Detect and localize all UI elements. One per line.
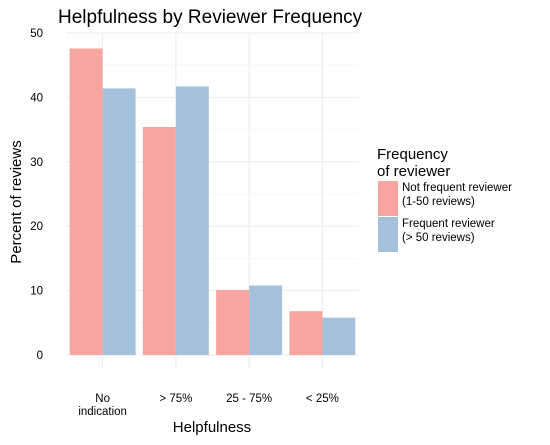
- x-tick-label: 25 - 75%: [226, 393, 272, 405]
- y-tick-label: 0: [37, 350, 43, 362]
- y-tick-label: 50: [30, 28, 43, 40]
- x-tick-label: < 25%: [306, 393, 339, 405]
- y-tick-label: 30: [30, 157, 43, 169]
- x-axis: No indication > 75% 25 - 75% < 25%: [78, 393, 339, 418]
- x-tick-label: > 75%: [159, 393, 192, 405]
- y-axis: 0 10 20 30 40 50: [30, 28, 43, 362]
- bar-frequent-1: [175, 86, 209, 356]
- bars: [69, 48, 356, 356]
- y-tick-label: 20: [30, 221, 43, 233]
- y-tick-label: 10: [30, 286, 43, 298]
- legend-swatch: [378, 217, 398, 252]
- bar-not-frequent-2: [216, 289, 250, 355]
- x-tick-label: No indication: [78, 393, 127, 418]
- bar-not-frequent-1: [142, 127, 176, 355]
- bar-not-frequent-3: [289, 311, 323, 355]
- x-axis-title: Helpfulness: [173, 419, 251, 436]
- bar-frequent-2: [249, 285, 283, 355]
- y-tick-label: 40: [30, 92, 43, 104]
- legend-label: Frequent reviewer (> 50 reviews): [402, 218, 495, 244]
- chart-title: Helpfulness by Reviewer Frequency: [58, 7, 363, 28]
- legend-swatch: [378, 181, 398, 216]
- bar-not-frequent-0: [69, 48, 103, 356]
- legend-label: Not frequent reviewer (1-50 reviews): [402, 182, 512, 208]
- bar-frequent-3: [322, 317, 356, 355]
- bar-frequent-0: [102, 88, 136, 355]
- y-axis-title: Percent of reviews: [8, 140, 25, 263]
- legend-title: Frequency of reviewer: [377, 146, 450, 180]
